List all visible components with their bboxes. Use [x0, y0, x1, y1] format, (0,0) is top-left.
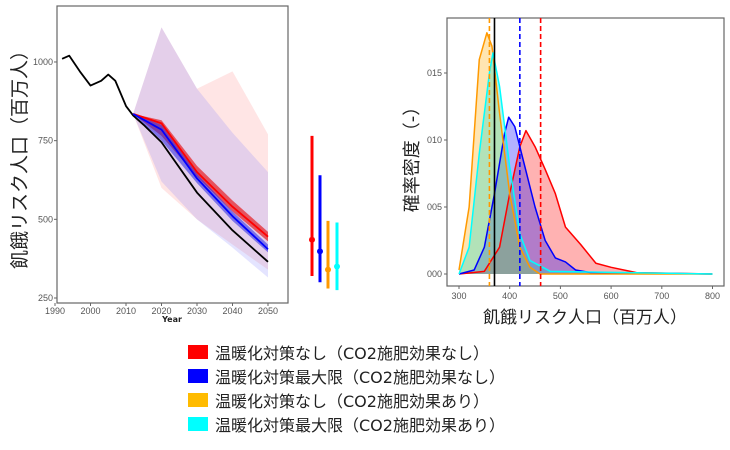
x-tick-label: 2040 [222, 306, 242, 316]
legend-item: 温暖化対策なし（CO2施肥効果あり） [188, 388, 505, 412]
x-tick-label: 700 [654, 291, 669, 301]
range-point [325, 266, 331, 273]
y-axis-label: 確率密度（-） [402, 98, 423, 213]
x-tick-label: 2030 [187, 306, 207, 316]
density-area [459, 32, 713, 274]
x-tick-label: 800 [705, 291, 720, 301]
density-line [458, 116, 713, 275]
density-line [458, 32, 713, 275]
range-point [334, 263, 340, 270]
series-line [132, 113, 269, 250]
density-area [459, 52, 713, 275]
x-axis-label: Year [161, 315, 182, 324]
y-tick-label: 015 [427, 68, 442, 78]
density-area [459, 117, 713, 274]
legend-label: 温暖化対策なし（CO2施肥効果なし） [215, 344, 489, 363]
density-line [458, 52, 713, 275]
legend-item: 温暖化対策なし（CO2施肥効果なし） [188, 340, 505, 364]
density-area [459, 130, 713, 274]
y-tick-label: 010 [427, 135, 442, 145]
x-tick-label: 2050 [258, 306, 278, 316]
legend-item: 温暖化対策最大限（CO2施肥効果なし） [188, 364, 505, 388]
y-tick-label: 005 [427, 202, 442, 212]
charts: 1990 2000 2010 2020 2030 2040 2050 250 500 750 100… [9, 5, 725, 328]
x-tick-label: 2000 [80, 306, 100, 316]
y-tick-label: 500 [38, 214, 53, 224]
x-tick-label: 600 [604, 291, 619, 301]
legend-label: 温暖化対策最大限（CO2施肥効果なし） [215, 368, 505, 387]
y-axis-label: 飢餓リスク人口（百万人） [9, 41, 31, 269]
legend: 温暖化対策なし（CO2施肥効果なし） 温暖化対策最大限（CO2施肥効果なし） 温… [188, 340, 505, 436]
legend-item: 温暖化対策最大限（CO2施肥効果あり） [188, 412, 505, 436]
range-point [309, 236, 315, 243]
legend-swatch [188, 417, 208, 431]
legend-swatch [188, 369, 208, 383]
x-tick-label: 400 [502, 291, 517, 301]
x-tick-label: 500 [553, 291, 568, 301]
y-tick-label: 000 [427, 269, 442, 279]
x-tick-label: 300 [451, 291, 466, 301]
legend-label: 温暖化対策なし（CO2施肥効果あり） [215, 392, 489, 411]
plot-frame [56, 5, 289, 304]
y-tick-label: 750 [38, 136, 53, 146]
series-line [132, 113, 269, 238]
legend-swatch [188, 393, 208, 407]
legend-label: 温暖化対策最大限（CO2施肥効果あり） [215, 416, 505, 435]
x-tick-label: 2020 [151, 306, 171, 316]
x-tick-label: 2010 [116, 306, 136, 316]
range-point [317, 248, 323, 255]
y-tick-label: 250 [38, 293, 53, 303]
legend-swatch [188, 345, 208, 359]
series-line [61, 54, 269, 263]
x-tick-label: 1990 [45, 306, 65, 316]
x-axis-label: 飢餓リスク人口（百万人） [483, 308, 687, 328]
density-line [458, 129, 713, 275]
y-tick-label: 1000 [33, 57, 53, 67]
